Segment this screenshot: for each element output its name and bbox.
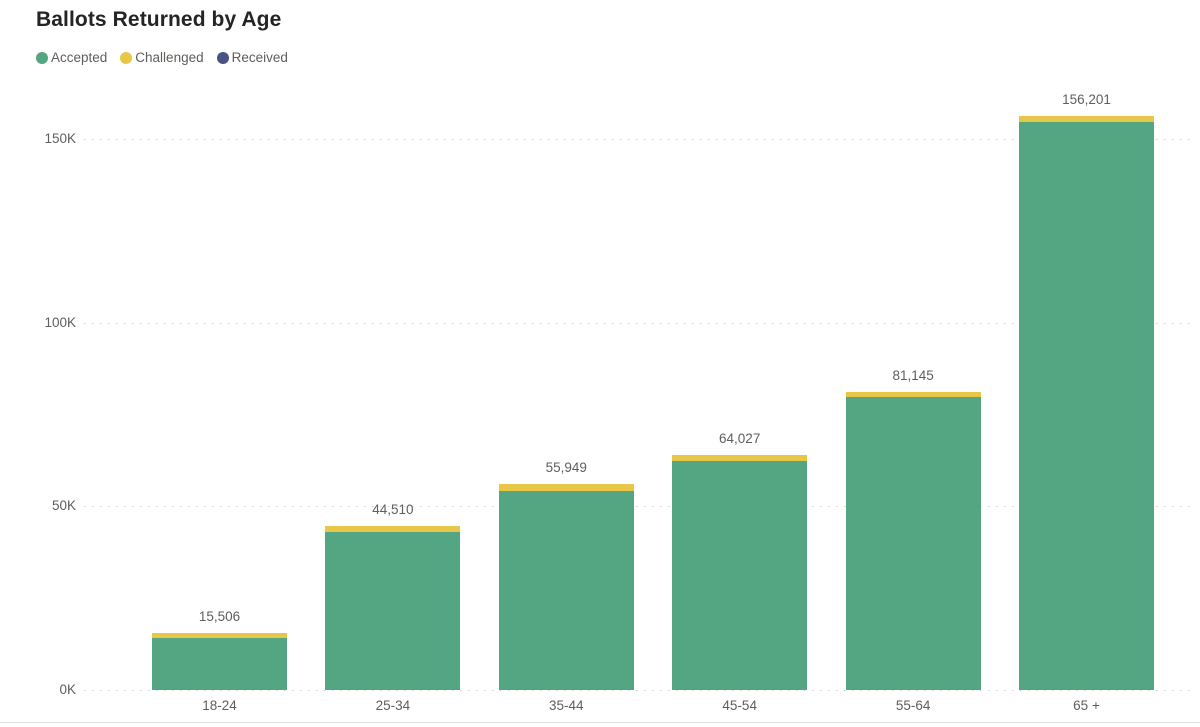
bar-segment-challenged-55-64[interactable]: [845, 391, 981, 398]
bar-segment-challenged-35-44[interactable]: [498, 484, 634, 492]
bar-35-44[interactable]: [498, 484, 634, 690]
gridline-100k: [84, 322, 1192, 324]
bar-45-54[interactable]: [672, 454, 808, 690]
bar-segment-accepted-25-34[interactable]: [325, 532, 461, 690]
y-axis-tick-100k: 100K: [44, 314, 76, 330]
x-axis-tick-55-64: 55-64: [895, 698, 931, 713]
x-axis-tick-25-34: 25-34: [375, 698, 411, 713]
legend-item-accepted[interactable]: Accepted: [36, 50, 107, 65]
bar-segment-accepted-18-24[interactable]: [152, 638, 287, 690]
legend-dot-accepted: [36, 51, 48, 64]
bar-55-64[interactable]: [845, 391, 981, 690]
bar-segment-accepted-45-54[interactable]: [672, 460, 808, 690]
gridline-150k: [84, 139, 1192, 140]
bar-segment-challenged-18-24[interactable]: [152, 633, 287, 639]
legend-dot-challenged: [120, 51, 133, 64]
chart-legend: Accepted Challenged Received: [36, 50, 288, 65]
x-axis-tick-18-24: 18-24: [202, 698, 237, 713]
bar-segment-challenged-65+[interactable]: [1019, 116, 1154, 123]
visual-bottom-divider: [0, 722, 1200, 723]
legend-label: Accepted: [51, 50, 108, 65]
x-axis-tick-65+: 65 +: [1073, 698, 1100, 713]
bar-18-24[interactable]: [152, 633, 287, 690]
chart-title: Ballots Returned by Age: [36, 8, 282, 31]
legend-item-challenged[interactable]: Challenged: [120, 50, 204, 65]
bar-segment-challenged-25-34[interactable]: [325, 526, 461, 533]
bar-segment-accepted-65+[interactable]: [1019, 122, 1154, 690]
bar-65+[interactable]: [1019, 116, 1154, 690]
bar-segment-accepted-35-44[interactable]: [498, 491, 634, 690]
legend-dot-received: [216, 51, 229, 64]
gridline-50k: [84, 506, 1192, 508]
y-axis-tick-0k: 0K: [59, 682, 76, 697]
data-label-35-44: 55,949: [545, 460, 587, 476]
bar-segment-challenged-45-54[interactable]: [672, 454, 808, 461]
legend-label: Challenged: [135, 50, 204, 65]
legend-label: Received: [231, 50, 288, 65]
gridline-0k: [84, 690, 1192, 691]
data-label-65+: 156,201: [1062, 92, 1111, 108]
data-label-18-24: 15,506: [198, 609, 241, 625]
data-label-25-34: 44,510: [372, 502, 414, 518]
bar-25-34[interactable]: [325, 526, 461, 690]
x-axis-tick-35-44: 35-44: [549, 698, 584, 713]
data-label-55-64: 81,145: [892, 367, 934, 383]
x-axis-tick-45-54: 45-54: [722, 698, 757, 713]
y-axis-tick-50k: 50K: [51, 498, 76, 514]
data-label-45-54: 64,027: [719, 430, 761, 446]
legend-item-received[interactable]: Received: [216, 50, 288, 65]
y-axis-tick-150k: 150K: [44, 131, 76, 146]
bar-segment-accepted-55-64[interactable]: [845, 397, 981, 690]
